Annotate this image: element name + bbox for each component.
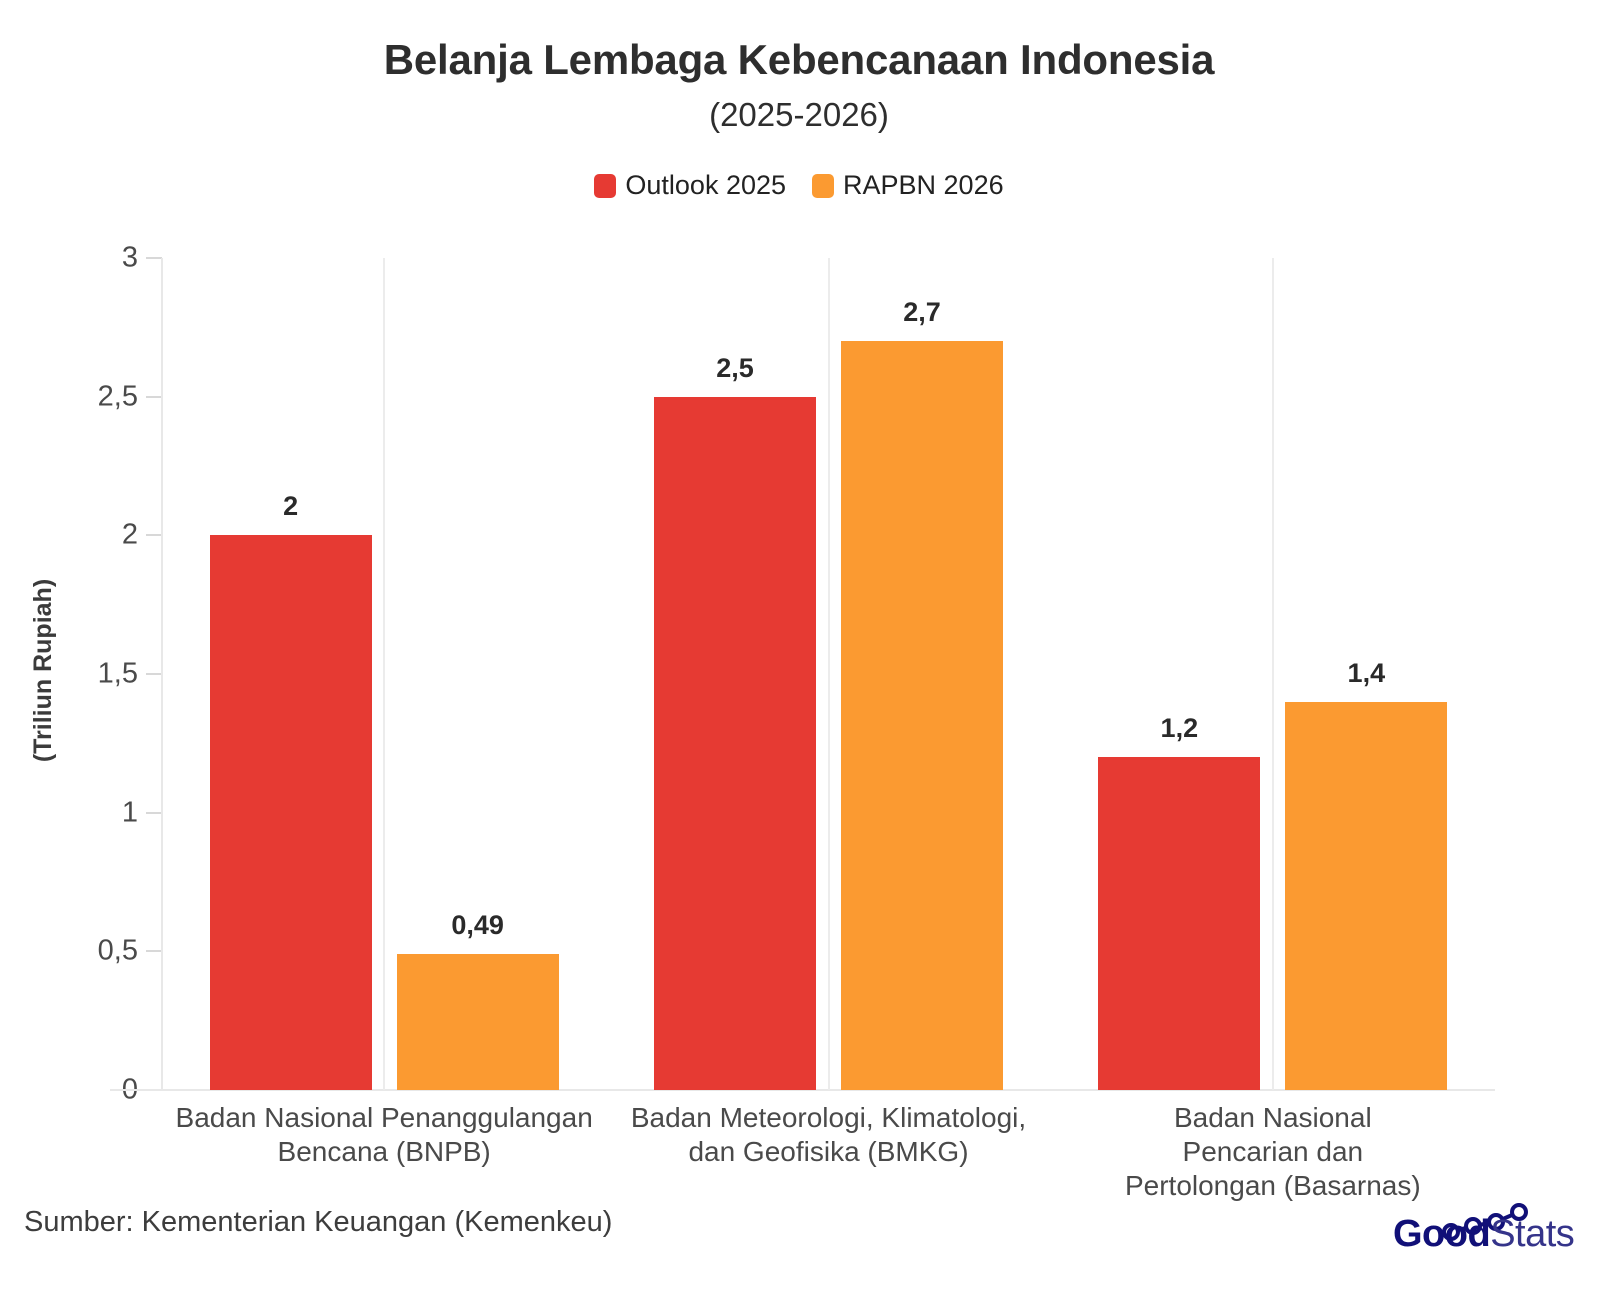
x-axis-line xyxy=(110,1089,1495,1091)
y-axis-title: (Triliun Rupiah) xyxy=(24,540,64,800)
bar-value-label: 1,2 xyxy=(1160,713,1199,744)
bar-value-label: 0,49 xyxy=(451,910,504,941)
legend-label-rapbn-2026: RAPBN 2026 xyxy=(843,170,1004,200)
page-title: Belanja Lembaga Kebencanaan Indonesia xyxy=(383,36,1215,83)
y-axis-title-text: (Triliun Rupiah) xyxy=(29,578,58,762)
logo-text: GoodStats xyxy=(1393,1213,1575,1255)
chart-legend: Outlook 2025 RAPBN 2026 xyxy=(0,172,1598,199)
group-divider-line xyxy=(827,258,830,1090)
bar-value-label: 1,4 xyxy=(1347,657,1386,688)
y-tick-label: 3 xyxy=(121,241,138,274)
bar-rapbn-2026[interactable] xyxy=(841,341,1003,1090)
y-tick-label: 2,5 xyxy=(97,380,138,413)
y-axis-line xyxy=(161,258,163,1090)
logo-chartline-icon xyxy=(1442,1203,1528,1241)
bar-value-label: 2,7 xyxy=(903,297,941,328)
x-axis-category-label: Badan Nasional Penanggulangan Bencana (B… xyxy=(175,1102,593,1168)
y-tick-mark xyxy=(146,673,162,675)
legend-label-outlook-2025: Outlook 2025 xyxy=(625,170,787,200)
legend-item-outlook-2025[interactable]: Outlook 2025 xyxy=(594,172,786,199)
y-tick-label: 1,5 xyxy=(97,657,138,690)
y-tick-label: 1 xyxy=(121,796,138,829)
y-tick-mark xyxy=(146,395,162,398)
y-tick-mark xyxy=(146,811,162,814)
logo-text-good: Good xyxy=(1393,1213,1491,1255)
y-tick-mark xyxy=(146,950,162,953)
page-subtitle: (2025-2026) xyxy=(709,96,889,133)
y-tick-mark xyxy=(146,534,162,537)
bar-rapbn-2026[interactable] xyxy=(396,954,559,1090)
bar-outlook-2025[interactable] xyxy=(209,535,372,1090)
bar-outlook-2025[interactable] xyxy=(1098,757,1261,1090)
legend-swatch-icon-rapbn-2026 xyxy=(812,173,835,198)
group-divider-line xyxy=(383,258,386,1090)
bar-outlook-2025[interactable] xyxy=(654,396,816,1090)
y-tick-label: 2 xyxy=(121,518,138,551)
bar-rapbn-2026[interactable] xyxy=(1285,701,1448,1090)
y-tick-label: 0,5 xyxy=(97,934,138,967)
y-tick-mark xyxy=(146,257,162,259)
bar-value-label: 2 xyxy=(283,491,299,522)
legend-swatch-icon-outlook-2025 xyxy=(594,173,617,198)
x-axis-category-label: Badan Nasional Pencarian dan Pertolongan… xyxy=(1124,1102,1421,1202)
goodstats-logo: GoodStats xyxy=(1393,1201,1575,1263)
source-note: Sumber: Kementerian Keuangan (Kemenkeu) xyxy=(24,1206,613,1238)
legend-item-rapbn-2026[interactable]: RAPBN 2026 xyxy=(812,172,1004,199)
logo-text-stats: Stats xyxy=(1490,1213,1575,1255)
x-axis-category-label: Badan Meteorologi, Klimatologi, dan Geof… xyxy=(630,1102,1027,1168)
group-divider-line xyxy=(1271,258,1274,1090)
chart-header: Belanja Lembaga Kebencanaan Indonesia (2… xyxy=(0,0,1598,134)
bar-value-label: 2,5 xyxy=(716,352,754,383)
